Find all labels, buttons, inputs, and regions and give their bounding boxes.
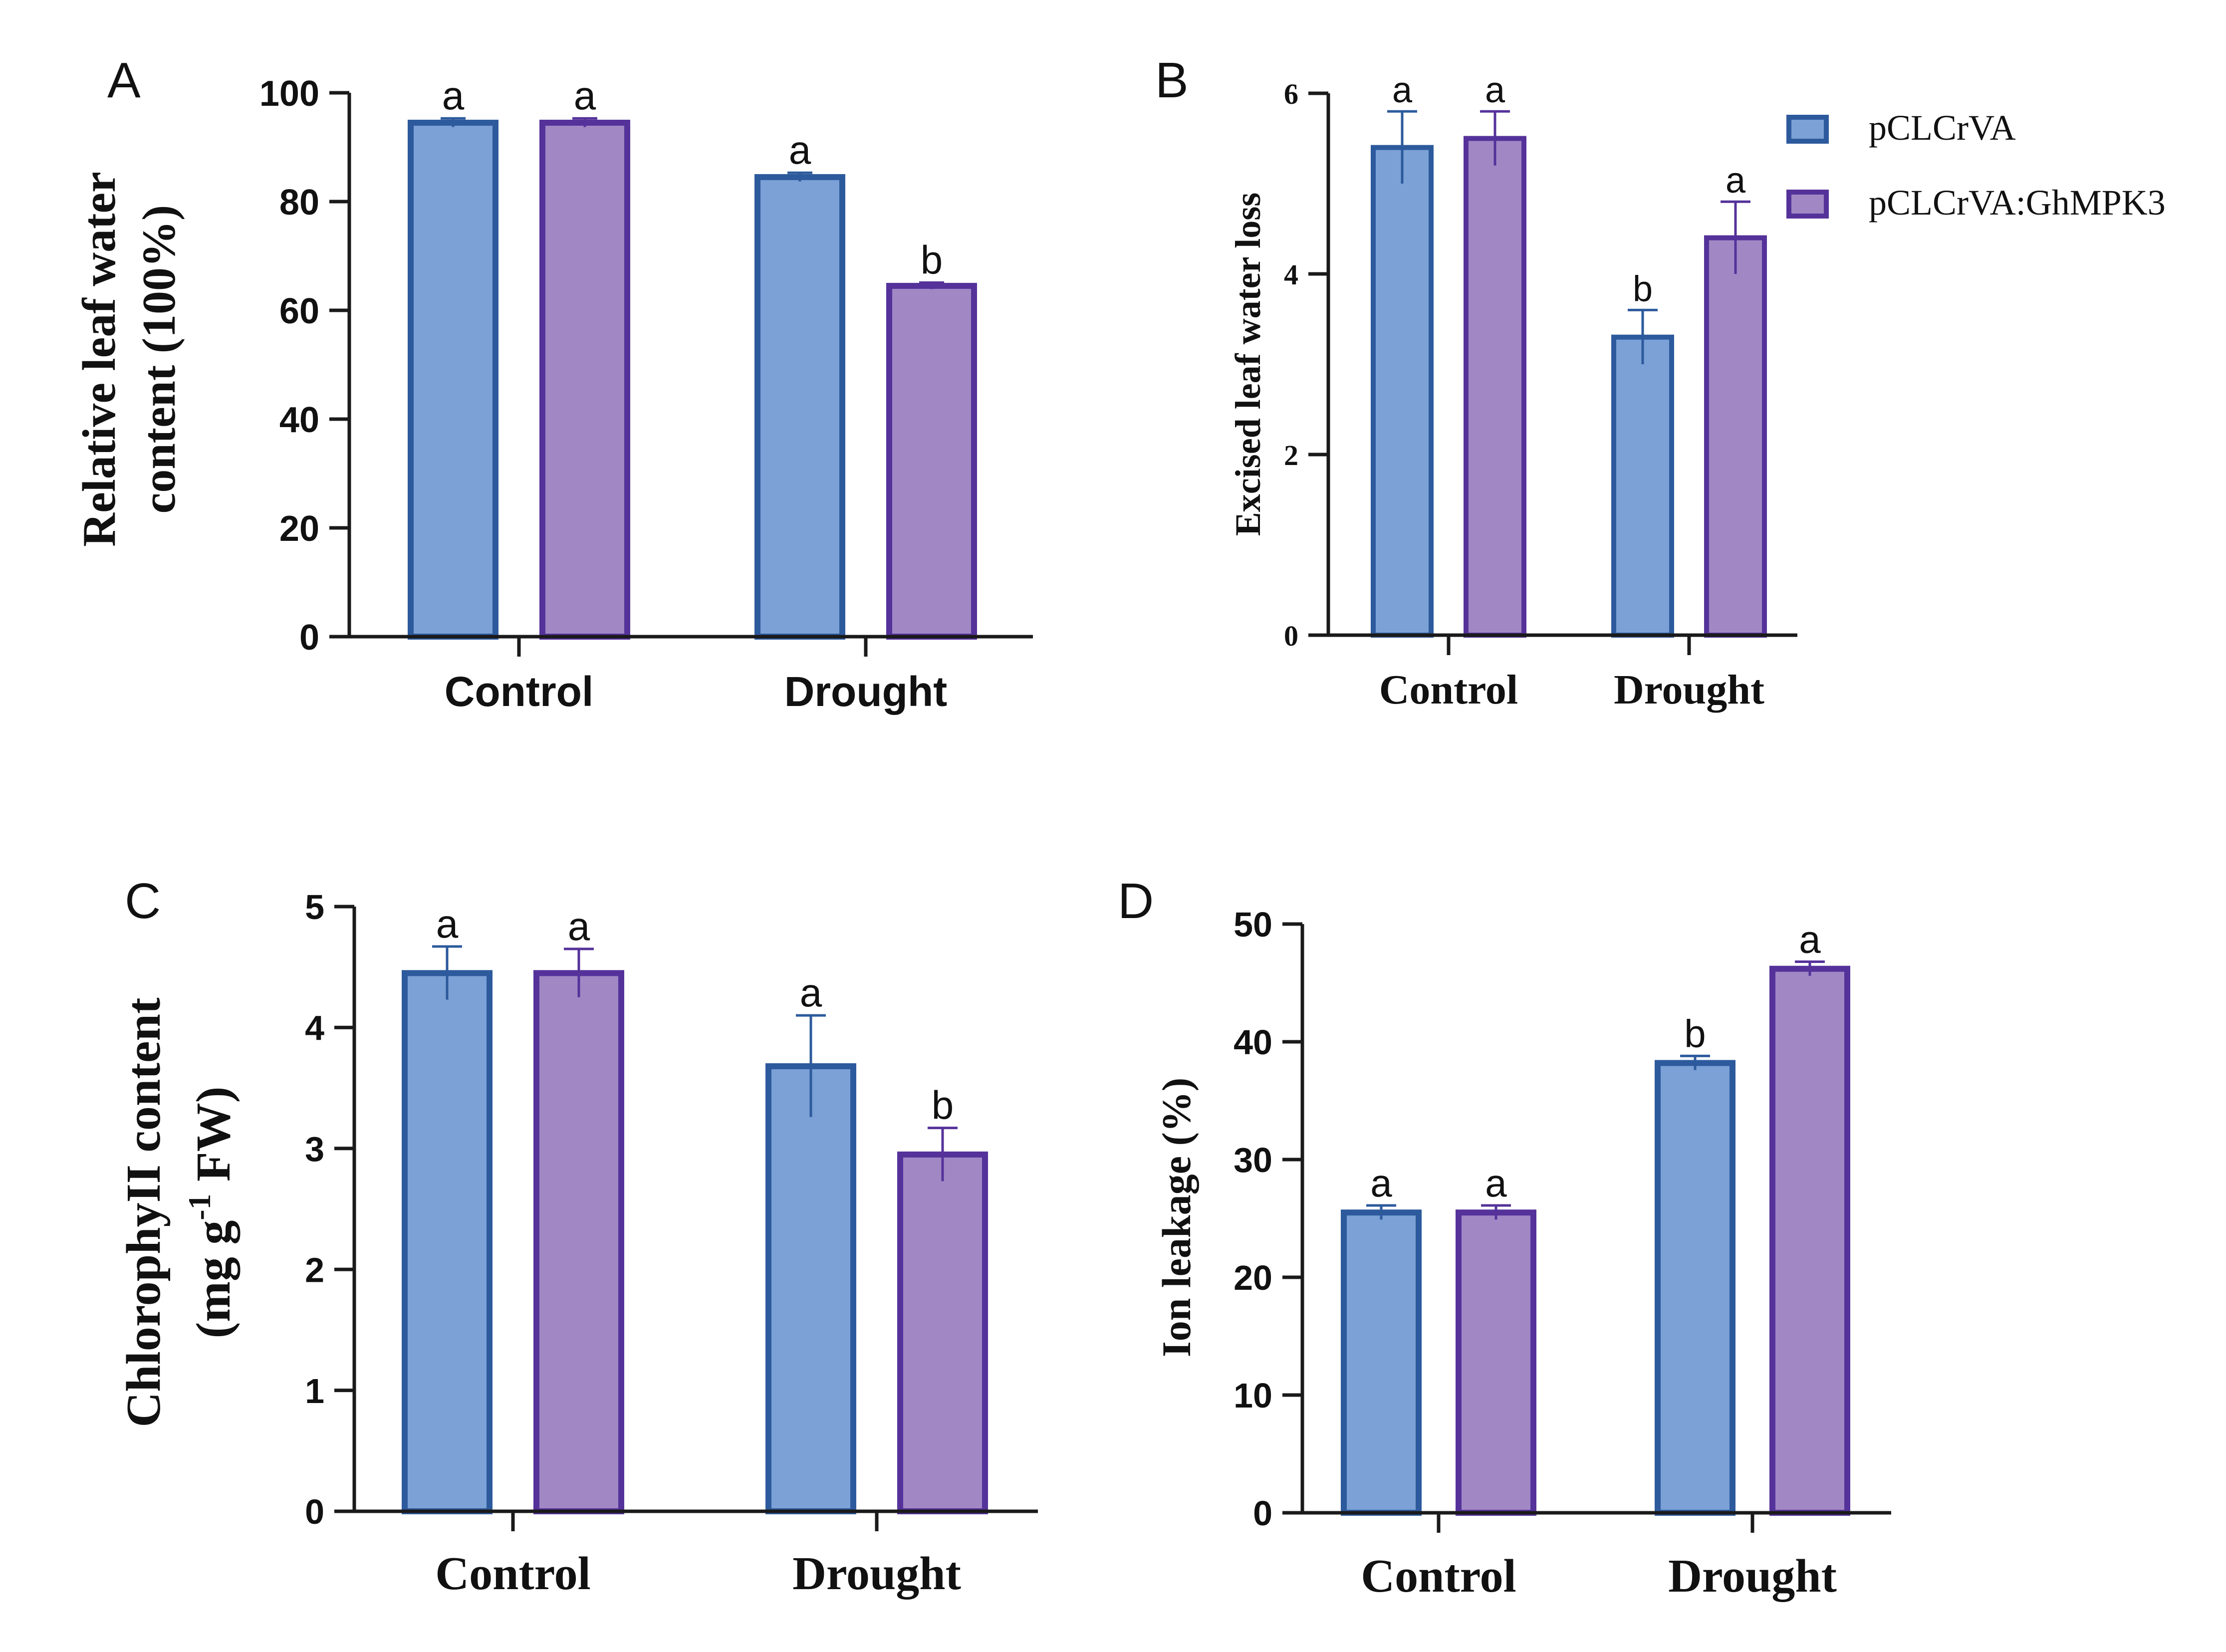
x-tick-label-control: Control (435, 1548, 591, 1600)
bar-control-series-1 (402, 970, 493, 1514)
bar-drought-series-1 (754, 174, 845, 640)
y-tick-label: 1 (305, 1372, 324, 1411)
y-tick-label: 40 (1234, 1023, 1272, 1062)
x-tick-label-control: Control (445, 668, 594, 715)
y-axis-label-line-2: (mg g-1 FW) (182, 1087, 241, 1339)
panel-label: C (125, 873, 161, 929)
significance-letter: a (574, 73, 596, 118)
y-tick-label: 4 (1284, 258, 1298, 291)
significance-letter: b (1684, 1011, 1706, 1055)
significance-letter: a (800, 970, 822, 1015)
x-tick-label-control: Control (1361, 1550, 1516, 1602)
y-tick-label: 40 (279, 400, 319, 440)
y-tick-label: 2 (305, 1250, 324, 1289)
significance-letter: b (932, 1083, 954, 1128)
y-axis-label-line-1: Ion leakage (%) (1154, 1078, 1199, 1357)
legend: pCLCrVA pCLCrVA:GhMPK3 (1786, 108, 2166, 223)
significance-letter: a (436, 902, 459, 946)
y-tick-label: 30 (1234, 1141, 1272, 1180)
y-axis-label-part: FW) (187, 1087, 241, 1194)
y-axis-label-line-1: ChlorophyII content (117, 997, 171, 1427)
significance-letter: a (1726, 161, 1746, 201)
y-tick-label: 20 (279, 509, 319, 549)
y-tick-label: 10 (1234, 1376, 1272, 1415)
y-tick-label: 6 (1284, 78, 1298, 110)
y-tick-label: 60 (279, 291, 319, 331)
bar-drought-series-2 (1704, 235, 1767, 638)
significance-letter: a (1799, 918, 1821, 961)
significance-letter: a (442, 73, 465, 118)
y-axis-label-superscript: -1 (182, 1194, 217, 1220)
y-tick-label: 5 (305, 888, 324, 927)
legend-label-1: pCLCrVA (1869, 108, 2016, 148)
bar-drought-series-1 (1611, 334, 1674, 638)
bar-control-series-1 (1341, 1209, 1422, 1516)
significance-letter: b (921, 237, 943, 282)
bar-drought-series-1 (1655, 1060, 1735, 1516)
significance-letter: a (1370, 1161, 1392, 1205)
bar-control-series-2 (533, 970, 624, 1514)
bar-drought-series-2 (886, 282, 977, 640)
y-tick-label: 3 (305, 1130, 324, 1169)
y-tick-label: 4 (305, 1009, 324, 1048)
bar-control-series-2 (1456, 1209, 1536, 1516)
y-tick-label: 0 (1284, 620, 1298, 652)
significance-letter: a (1392, 70, 1413, 110)
y-tick-label: 50 (1234, 905, 1272, 944)
bar-drought-series-2 (897, 1151, 988, 1514)
bar-control-series-1 (408, 119, 498, 640)
significance-letter: a (1485, 1161, 1507, 1205)
y-tick-label: 80 (279, 183, 319, 223)
chart-panel-d: Da b a a 0 10 20 30 40 50 Control Drought Ion leakag… (1118, 873, 1891, 1602)
legend-label-2: pCLCrVA:GhMPK3 (1869, 183, 2166, 223)
y-tick-label: 0 (299, 618, 319, 658)
x-tick-label-control: Control (1379, 667, 1518, 713)
x-tick-label-drought: Drought (1668, 1550, 1837, 1602)
y-tick-label: 0 (305, 1492, 324, 1531)
bar-drought-series-2 (1769, 965, 1850, 1516)
legend-swatch-1 (1786, 115, 1829, 144)
panel-label: B (1155, 52, 1189, 108)
significance-letter: b (1633, 269, 1653, 309)
y-axis-label-line-1: Excised leaf water loss (1228, 193, 1268, 536)
y-axis-label-line-2: content (100%) (133, 205, 185, 514)
y-tick-label: 2 (1284, 439, 1298, 472)
y-axis-label-part: (mg g (187, 1220, 241, 1339)
panel-label: A (107, 52, 141, 108)
x-tick-label-drought: Drought (792, 1548, 961, 1600)
bar-control-series-2 (1464, 136, 1526, 638)
y-tick-label: 20 (1234, 1258, 1272, 1297)
significance-letter: a (1485, 70, 1505, 110)
y-axis-label-line-1: Relative leaf water (73, 172, 125, 547)
panel-label: D (1118, 873, 1154, 929)
bar-drought-series-1 (765, 1063, 856, 1514)
significance-letter: a (789, 128, 811, 172)
x-tick-label-drought: Drought (1614, 667, 1764, 713)
significance-letter: a (568, 904, 590, 948)
y-tick-label: 100 (259, 74, 319, 114)
bar-control-series-1 (1371, 145, 1434, 638)
bar-control-series-2 (539, 119, 630, 640)
y-tick-label: 0 (1253, 1494, 1272, 1533)
legend-swatch-2 (1786, 190, 1829, 219)
x-tick-label-drought: Drought (784, 668, 948, 715)
